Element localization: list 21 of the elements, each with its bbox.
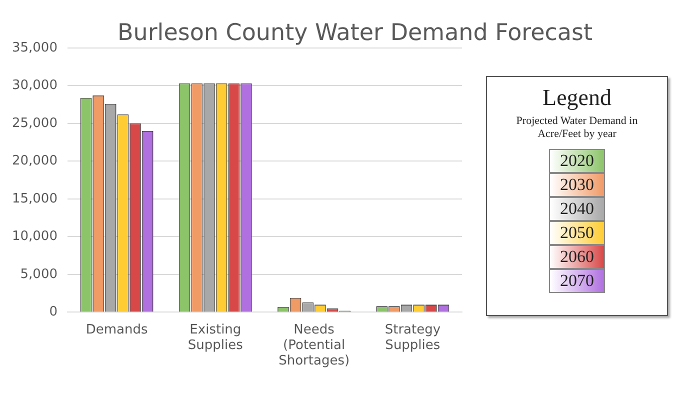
y-tick-label: 10,000 — [12, 229, 58, 244]
y-tick-label: 25,000 — [12, 116, 58, 131]
y-tick-label: 20,000 — [12, 154, 58, 169]
y-tick-label: 15,000 — [12, 191, 58, 206]
y-tick-label: 5,000 — [20, 266, 58, 282]
y-tick-label: 35,000 — [12, 40, 58, 56]
x-tick-label: Existing Supplies — [188, 322, 244, 353]
y-tick-label: 0 — [49, 304, 58, 320]
x-tick-label: Demands — [86, 322, 148, 338]
text: 2030 — [549, 173, 605, 197]
chart-title: Burleson County Water Demand Forecast — [116, 20, 594, 46]
text: 2050 — [549, 221, 605, 245]
text: 2040 — [549, 197, 605, 221]
x-tick-label: Strategy Supplies — [384, 322, 441, 353]
y-tick-label: 30,000 — [12, 78, 58, 94]
text: 2060 — [549, 245, 605, 269]
x-tick-label: Needs (Potential Shortages) — [278, 322, 350, 369]
text: 2020 — [549, 149, 605, 173]
legend-title: Legend — [542, 85, 612, 111]
text: 2070 — [549, 269, 605, 293]
text: Projected Water Demand in Acre/Feet by year — [515, 115, 639, 141]
